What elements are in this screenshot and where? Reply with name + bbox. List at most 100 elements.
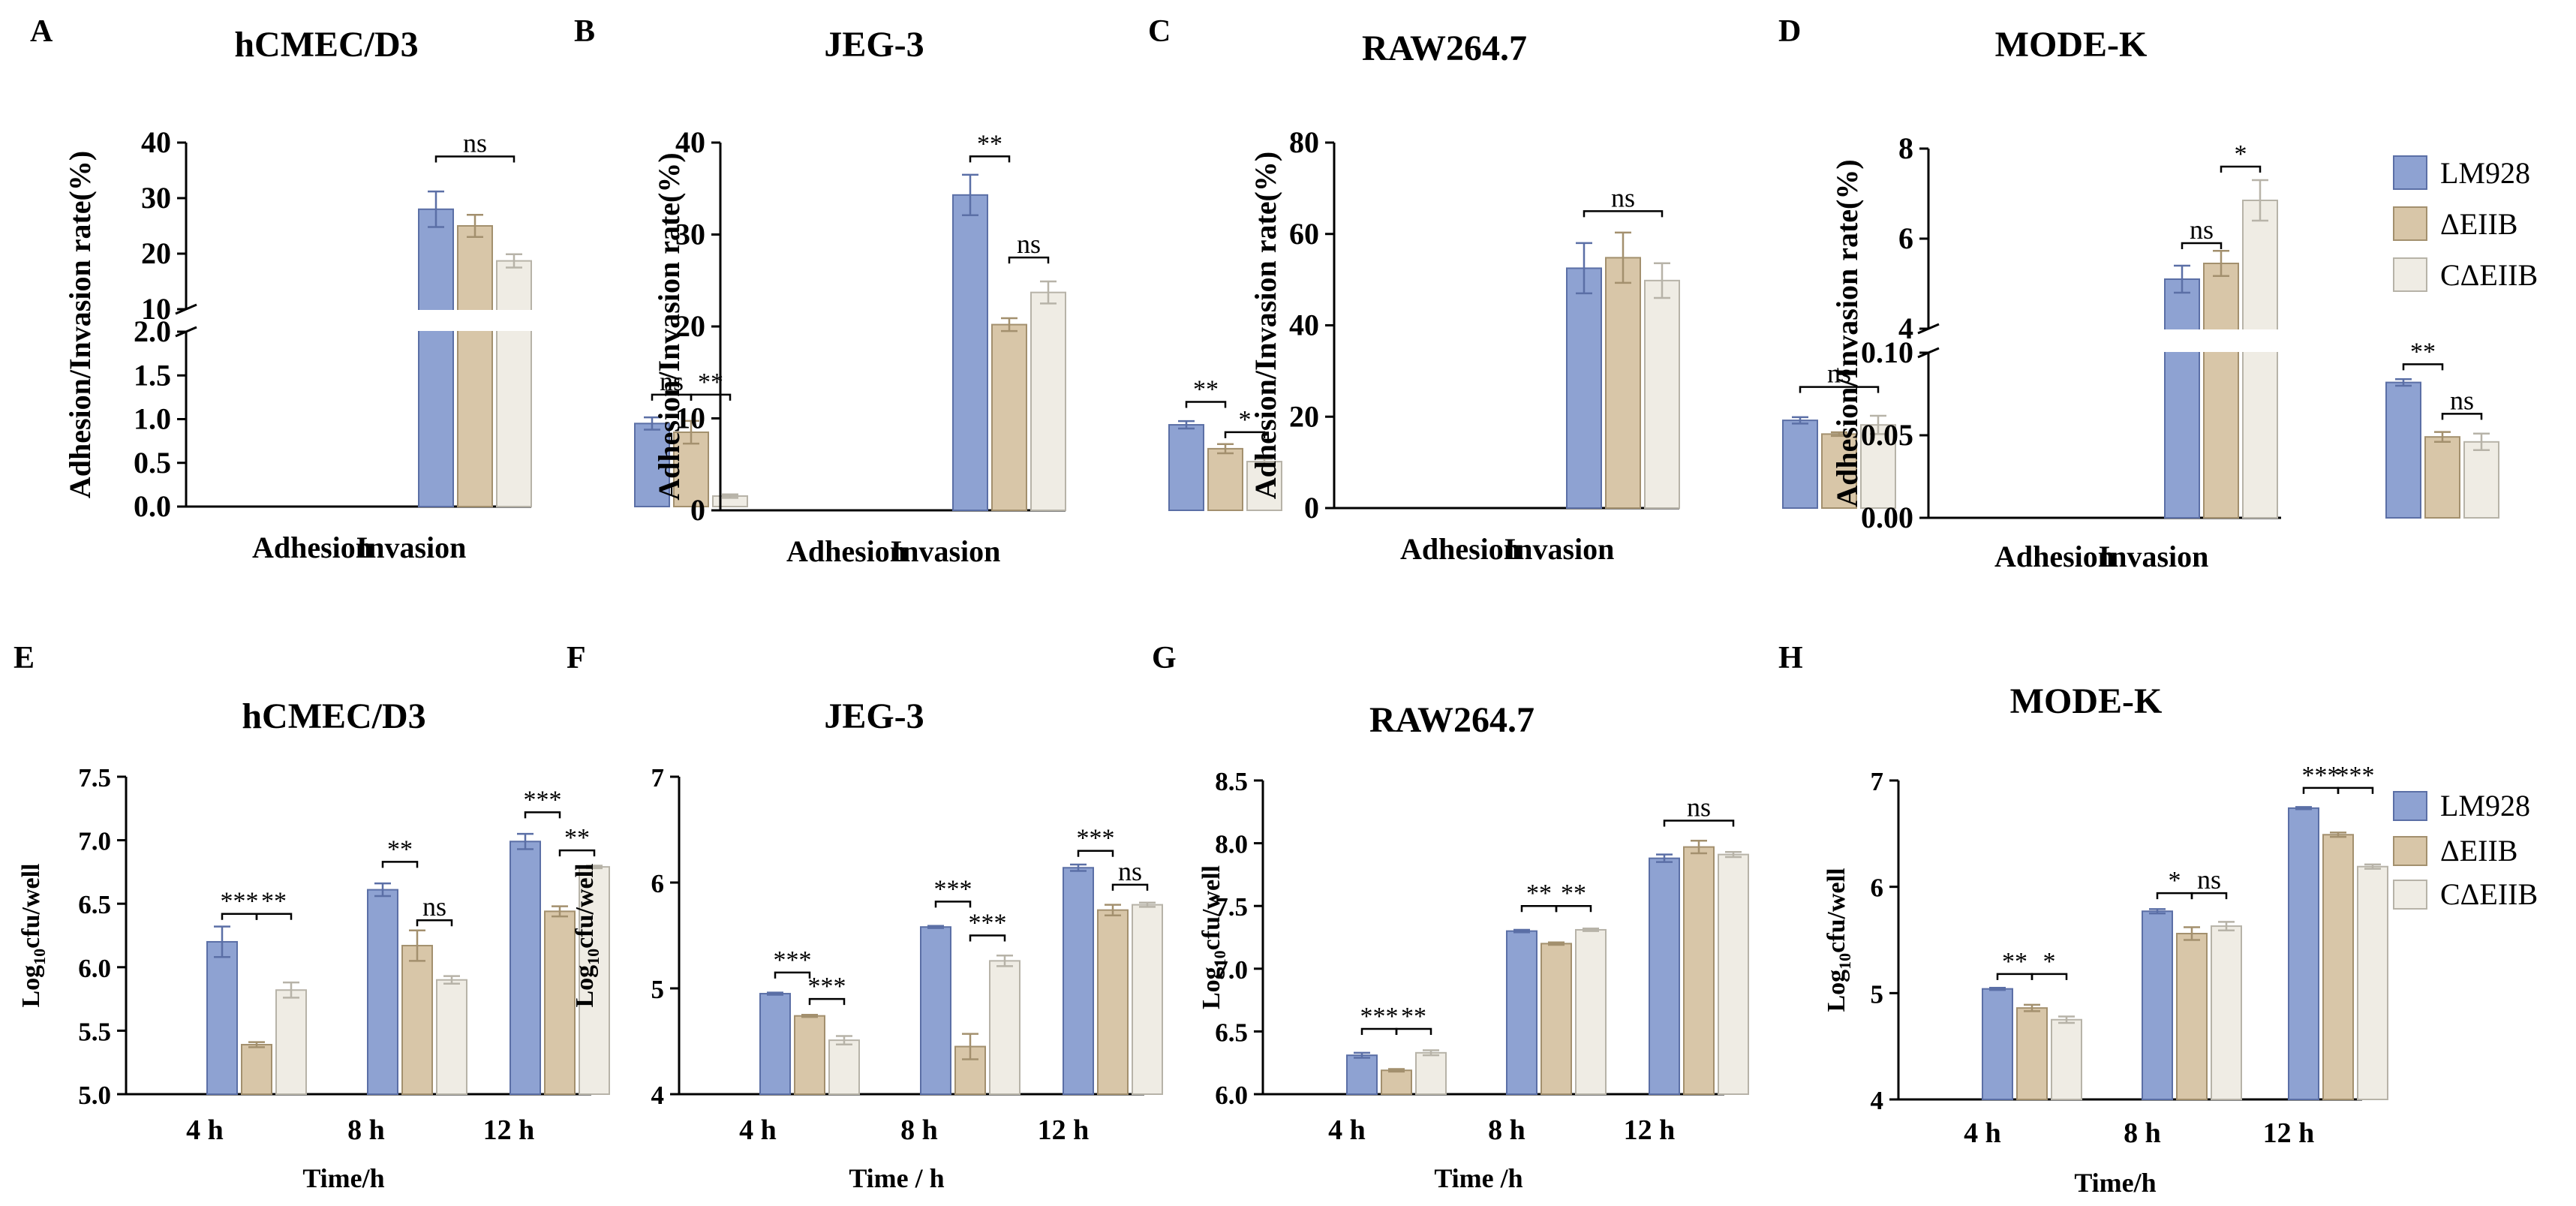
panel-e-ylabel: Log10cfu/well xyxy=(17,864,49,1008)
panel-b-ytick-label: 30 xyxy=(675,218,705,251)
panel-c-ytick-label: 80 xyxy=(1289,125,1319,159)
panel-f-sig-label-3: *** xyxy=(969,910,1007,937)
panel-b-sig-label-3: * xyxy=(1239,406,1252,434)
panel-c-bar-0-2 xyxy=(1644,279,1680,509)
panel-f-bar-2-1 xyxy=(1097,909,1129,1096)
panel-b-errorbar-1-2 xyxy=(1256,458,1273,465)
panel-c-bar-0-1 xyxy=(1605,257,1641,509)
panel-f: F JEG-3 4 5 6 7 Log10cfu/well 4 h 8 h 12 h Time / … xyxy=(567,641,1163,1193)
legend-label-lm928: LM928 xyxy=(2440,156,2530,190)
panel-a-ytick-label: 1.0 xyxy=(134,402,171,436)
panel-e-bar-0-2 xyxy=(275,989,307,1095)
panel-h-bar-1-1 xyxy=(2176,933,2208,1100)
panel-d-bar-1-2 xyxy=(2463,441,2499,519)
legend-label-cdeiib-2: CΔEIIB xyxy=(2440,877,2538,911)
panel-h-sig-bracket-1 xyxy=(2030,973,2068,980)
panel-f-letter: F xyxy=(567,641,586,675)
panel-f-ytick-label: 7 xyxy=(651,763,665,792)
panel-e-bar-2-1 xyxy=(544,910,576,1096)
panel-c-sig-bracket-0 xyxy=(1583,210,1664,218)
panel-a-ytick-label: 10 xyxy=(141,292,171,326)
panel-g-sig-bracket-1 xyxy=(1395,1027,1432,1036)
panel-d-sig-bracket-2 xyxy=(2402,363,2444,371)
panel-d-bar-1-1 xyxy=(2424,436,2460,519)
panel-a-ytick-label: 30 xyxy=(141,181,171,215)
panel-c-ylabel: Adhesion/Invasion rate(%) xyxy=(1249,152,1282,499)
panel-b-ytick-label: 10 xyxy=(675,401,705,435)
panel-d-bar-gap-0-0 xyxy=(2163,329,2202,352)
panel-c-errorbar-0-1 xyxy=(1615,231,1631,284)
panel-e-sig-label-0: *** xyxy=(221,888,259,916)
panel-h-bar-2-2 xyxy=(2357,865,2388,1100)
panel-h-errorbar-2-1 xyxy=(2330,832,2346,838)
panel-h-bar-1-2 xyxy=(2211,925,2242,1101)
panel-b-errorbar-1-0 xyxy=(1178,420,1195,430)
panel-e-sig-label-4: *** xyxy=(524,786,562,814)
panel-a-sig-label-0: ns xyxy=(463,128,487,158)
panel-h-sig-label-5: *** xyxy=(2337,762,2375,789)
panel-b-letter: B xyxy=(574,14,595,49)
panel-g-ytick-label: 8.0 xyxy=(1215,830,1248,859)
panel-b-ytick-label: 0 xyxy=(690,493,705,527)
panel-d-ytick-label: 0.00 xyxy=(1861,501,1913,534)
panel-a-sig-label-2: ** xyxy=(698,368,723,396)
panel-g-sig-label-2: ** xyxy=(1526,880,1552,907)
panel-b-bar-0-2 xyxy=(1030,291,1066,511)
panel-g-errorbar-0-1 xyxy=(1388,1068,1405,1073)
panel-h-bar-1-0 xyxy=(2142,910,2173,1100)
panel-d-errorbar-1-1 xyxy=(2434,431,2451,444)
panel-f-sig-bracket-3 xyxy=(969,934,1006,942)
panel-b-sig-bracket-0 xyxy=(969,155,1011,163)
panel-e-errorbar-0-0 xyxy=(214,925,230,958)
panel-c-xtick-label: Invasion xyxy=(1504,532,1615,566)
panel-e-bar-0-0 xyxy=(206,940,238,1095)
panel-g-ylabel: Log10cfu/well xyxy=(1198,865,1229,1009)
panel-c-sig-bracket-1 xyxy=(1799,386,1880,393)
panel-e-y-axis: 5.0 5.5 6.0 6.5 7.0 7.5 xyxy=(78,763,128,1110)
panel-g-sig-label-1: ** xyxy=(1401,1003,1426,1030)
panel-h-errorbar-0-0 xyxy=(1989,987,2006,991)
panel-f-errorbar-2-2 xyxy=(1139,901,1156,908)
panel-e-bar-0-1 xyxy=(241,1044,272,1095)
panel-c-bar-1-0 xyxy=(1782,420,1818,509)
panel-e-sig-label-2: ** xyxy=(387,835,413,863)
panel-g-ytick-label: 7.0 xyxy=(1215,955,1248,985)
panel-e-sig-bracket-4 xyxy=(524,811,561,819)
panel-e-sig-label-5: ** xyxy=(564,824,590,852)
panel-e-sig-bracket-1 xyxy=(255,913,293,920)
panel-h-errorbar-1-0 xyxy=(2149,908,2166,915)
legend-bottom: LM928 ΔEIIB CΔEIIB xyxy=(2393,789,2538,911)
panel-g-errorbar-1-1 xyxy=(1548,941,1565,946)
panel-g: G RAW264.7 6.0 6.5 7.0 7.5 8.0 8.5 Log10cfu/well… xyxy=(1152,641,1749,1193)
panel-a-ylabel: Adhesion/Invasion rate(%) xyxy=(63,151,97,498)
panel-f-sig-bracket-2 xyxy=(934,901,972,908)
panel-e-bar-1-1 xyxy=(401,945,433,1096)
panel-d-sig-label-2: ** xyxy=(2410,338,2436,365)
panel-h-bar-0-1 xyxy=(2016,1007,2048,1100)
panel-b-xtick-label: Invasion xyxy=(891,534,1001,568)
panel-e-ytick-label: 5.5 xyxy=(78,1017,111,1046)
panel-b-errorbar-1-1 xyxy=(1217,443,1234,455)
panel-f-bar-0-1 xyxy=(794,1015,825,1096)
panel-g-xtick-label: 8 h xyxy=(1488,1114,1525,1146)
panel-g-bar-1-2 xyxy=(1575,928,1607,1096)
panel-f-sig-bracket-0 xyxy=(774,971,811,979)
panel-a-sig-bracket-0 xyxy=(434,155,516,163)
panel-a-bar-0-0 xyxy=(418,208,454,507)
panel-e-errorbar-2-1 xyxy=(552,905,568,918)
panel-a-bar-gap-0-0 xyxy=(416,310,455,331)
legend-swatch-lm928 xyxy=(2393,155,2427,190)
panel-c-y-axis: 0 20 40 60 80 xyxy=(1289,125,1336,525)
panel-d-ylabel: Adhesion/Invasion rate(%) xyxy=(1830,159,1864,507)
panel-b-sig-label-0: ** xyxy=(977,130,1002,158)
panel-e-errorbar-1-1 xyxy=(409,929,425,962)
panel-h-xlabel: Time/h xyxy=(2074,1168,2156,1198)
panel-f-xlabel: Time / h xyxy=(849,1163,944,1193)
panel-a-bar-gap-0-1 xyxy=(455,310,494,331)
panel-b-sig-bracket-2 xyxy=(1185,401,1227,408)
panel-a-bar-0-2 xyxy=(496,260,532,507)
panel-e-sig-label-3: ns xyxy=(422,892,446,922)
panel-e-bar-2-2 xyxy=(579,866,610,1095)
legend-swatch-cdeiib xyxy=(2393,257,2427,292)
